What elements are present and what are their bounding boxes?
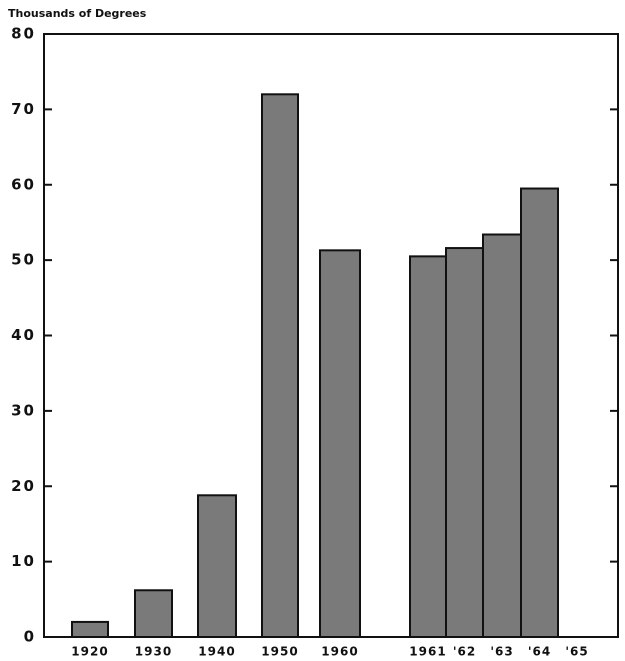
y-tick-label: 40 xyxy=(11,326,36,344)
y-tick-label: 0 xyxy=(24,628,36,646)
x-tick-label: 1940 xyxy=(198,645,235,659)
bar xyxy=(483,234,521,637)
bar xyxy=(320,250,360,637)
bar xyxy=(262,94,298,637)
bar xyxy=(72,622,108,637)
bar xyxy=(135,590,172,637)
chart: Thousands of Degrees 0 10 20 30 40 50 60 70 80 19… xyxy=(0,0,625,661)
x-tick-label: 1950 xyxy=(261,645,298,659)
bar xyxy=(446,248,483,637)
y-tick-label: 50 xyxy=(11,251,36,269)
y-tick-label: 70 xyxy=(11,100,36,118)
y-tick-label: 60 xyxy=(11,175,36,193)
bar xyxy=(410,256,446,637)
x-tick-label: 1960 xyxy=(321,645,358,659)
y-tick-label: 30 xyxy=(11,401,36,419)
y-tick-label: 10 xyxy=(11,552,36,570)
x-tick-label: 1961 xyxy=(409,645,446,659)
bar xyxy=(521,189,558,637)
y-axis-label: Thousands of Degrees xyxy=(8,7,147,20)
x-tick-label: 1930 xyxy=(135,645,172,659)
x-tick-label: 1920 xyxy=(71,645,108,659)
x-tick-label: '65 xyxy=(565,645,588,659)
bar xyxy=(198,495,236,637)
x-tick-label: '62 xyxy=(453,645,476,659)
y-tick-label: 20 xyxy=(11,477,36,495)
x-tick-label: '63 xyxy=(490,645,513,659)
x-tick-label: '64 xyxy=(528,645,551,659)
y-tick-label: 80 xyxy=(11,25,36,43)
